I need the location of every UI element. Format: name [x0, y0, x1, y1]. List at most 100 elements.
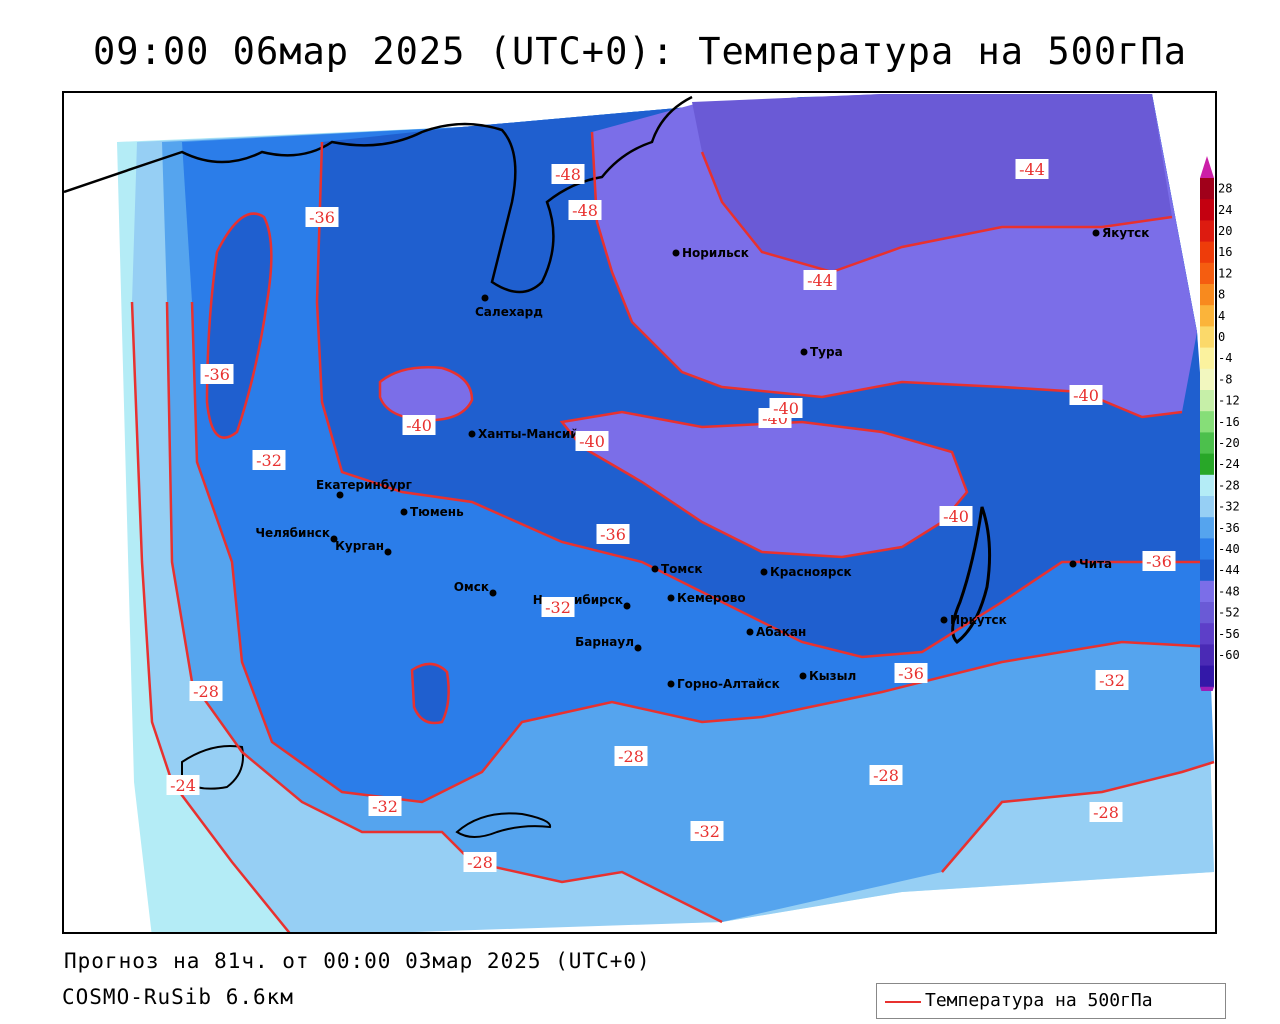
isoline-minus36-south-blob — [410, 662, 450, 725]
colorbar-swatch — [1200, 220, 1214, 243]
legend-label: Температура на 500гПа — [925, 990, 1153, 1011]
isoline-label: -36 — [200, 364, 234, 384]
city-dot — [468, 430, 476, 438]
isoline-label: -48 — [568, 200, 602, 220]
colorbar-swatch — [1200, 623, 1214, 645]
isoline-label-bg — [551, 164, 585, 184]
colorbar-tick-label: -36 — [1218, 521, 1240, 535]
isoline-minus44 — [700, 151, 1173, 274]
isoline-label: -44 — [1015, 159, 1049, 179]
city-18: Иркутск — [940, 613, 1007, 627]
region-minus44 — [692, 94, 1172, 272]
legend: Температура на 500гПа — [876, 983, 1226, 1019]
colorbar-tick-label: 12 — [1218, 266, 1232, 280]
city-label: Челябинск — [255, 526, 330, 540]
isoline-label: -28 — [189, 681, 223, 701]
colorbar-swatch — [1200, 305, 1214, 327]
isoline-label-bg — [463, 852, 497, 872]
city-dot — [384, 548, 392, 556]
isoline-label-text: -36 — [600, 525, 626, 544]
isoline-label-bg — [541, 597, 575, 617]
isoline-label-text: -40 — [1073, 386, 1099, 405]
city-0: Норильск — [672, 246, 749, 260]
isoline-label-text: -24 — [170, 776, 196, 795]
city-3: Тура — [800, 345, 843, 359]
colorbar-swatch — [1200, 496, 1214, 518]
isoline-label-bg — [305, 207, 339, 227]
temperature-map: Норильск Якутск Салехард Тура Ханты-Мансийск… — [62, 91, 1217, 934]
colorbar-tick-label: 20 — [1218, 224, 1232, 238]
colorbar-tick-label: -28 — [1218, 478, 1240, 492]
colorbar-swatch — [1200, 284, 1214, 306]
isoline-label-bg — [575, 431, 609, 451]
city-dot — [800, 348, 808, 356]
city-dot — [667, 680, 675, 688]
isoline-label: -24 — [166, 775, 200, 795]
isoline-label-bg — [368, 796, 402, 816]
isoline-label-bg — [166, 775, 200, 795]
city-14: Барнаул — [575, 635, 642, 652]
isoline-label-text: -40 — [406, 416, 432, 435]
city-dot — [489, 589, 497, 597]
colorbar-tick-label: 16 — [1218, 245, 1232, 259]
map-title: 09:00 06мар 2025 (UTC+0): Температура на… — [93, 30, 1187, 73]
city-dot — [1069, 560, 1077, 568]
isoline-label-bg — [200, 364, 234, 384]
isoline-label: -28 — [869, 765, 903, 785]
city-label: Салехард — [475, 305, 543, 319]
isoline-label-bg — [1015, 159, 1049, 179]
city-2: Салехард — [475, 294, 543, 319]
isoline-label-text: -40 — [579, 432, 605, 451]
city-11: Томск — [651, 562, 703, 576]
isoline-label: -32 — [1095, 670, 1129, 690]
city-label: Томск — [661, 562, 703, 576]
isoline-label: -28 — [1089, 802, 1123, 822]
city-dot — [667, 594, 675, 602]
city-6: Тюмень — [400, 505, 464, 519]
city-label: Омск — [454, 580, 489, 594]
colorbar-swatch — [1200, 411, 1214, 433]
isoline-label-text: -32 — [694, 822, 720, 841]
city-12: Кемерово — [667, 591, 746, 605]
city-8: Курган — [335, 539, 392, 556]
colorbar-tick-label: 4 — [1218, 309, 1225, 323]
colorbar-swatch — [1200, 665, 1214, 688]
isoline-label-bg — [1089, 802, 1123, 822]
colorbar-swatch — [1200, 241, 1214, 264]
isoline-minus24 — [130, 301, 291, 932]
isoline-minus32 — [190, 301, 1215, 804]
isoline-label-bg — [1069, 385, 1103, 405]
colorbar-tick-label: -16 — [1218, 415, 1240, 429]
isoline-label: -40 — [575, 431, 609, 451]
city-dot — [634, 644, 642, 652]
city-7: Челябинск — [255, 526, 338, 543]
isoline-label: -32 — [368, 796, 402, 816]
city-dot — [672, 249, 680, 257]
isoline-minus36-main — [315, 141, 1214, 659]
city-13: Красноярск — [760, 565, 852, 579]
city-dot — [481, 294, 489, 302]
isoline-label: -48 — [551, 164, 585, 184]
isoline-label-text: -48 — [572, 201, 598, 220]
colorbar-swatch — [1200, 602, 1214, 624]
city-dot — [940, 616, 948, 624]
colorbar-tick-label: -60 — [1218, 648, 1240, 662]
colorbar-tick-label: -40 — [1218, 542, 1240, 556]
city-dot — [799, 672, 807, 680]
city-dot — [400, 508, 408, 516]
colorbar-tick-label: -56 — [1218, 627, 1240, 641]
isoline-label: -36 — [305, 207, 339, 227]
isoline-labels: -48-48-44-44-36-36-40-40-40-40-40-40-32-… — [166, 159, 1176, 872]
city-label: Норильск — [682, 246, 749, 260]
colorbar-tick-label: -44 — [1218, 563, 1240, 577]
city-label: Тюмень — [410, 505, 464, 519]
cities: Норильск Якутск Салехард Тура Ханты-Мансийск… — [255, 226, 1149, 691]
isoline-label-bg — [690, 821, 724, 841]
isoline-label: -40 — [769, 398, 803, 418]
colorbar-swatch — [1200, 474, 1214, 497]
city-19: Чита — [1069, 557, 1112, 571]
isoline-label-bg — [803, 270, 837, 290]
city-dot — [330, 535, 338, 543]
city-label: Якутск — [1102, 226, 1149, 240]
colorbar-tick-label: -32 — [1218, 500, 1240, 514]
